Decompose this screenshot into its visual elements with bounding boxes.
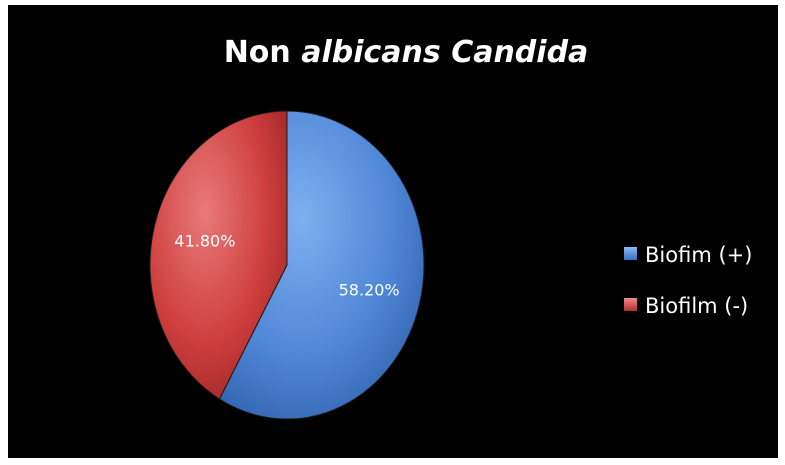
pie-slices bbox=[149, 110, 425, 420]
chart-area: Non albicans Candida 58.20% 41.80% Biofim… bbox=[8, 5, 778, 458]
pie-chart: Non albicans Candida 58.20% 41.80% Biofim… bbox=[149, 35, 752, 420]
data-label-2: 41.80% bbox=[174, 232, 235, 251]
legend-swatch-2 bbox=[624, 298, 637, 311]
legend-swatch-1 bbox=[624, 247, 637, 260]
legend-label-1: Biofim (+) bbox=[645, 243, 752, 267]
chart-title: Non albicans Candida bbox=[224, 35, 589, 70]
legend: Biofim (+) Biofilm (-) bbox=[624, 243, 752, 318]
pie-slice-1 bbox=[218, 110, 425, 420]
data-label-1: 58.20% bbox=[339, 280, 400, 299]
pie-slice-2 bbox=[149, 110, 288, 400]
legend-label-2: Biofilm (-) bbox=[645, 294, 748, 318]
pie-data-labels: 58.20% 41.80% bbox=[174, 232, 399, 300]
